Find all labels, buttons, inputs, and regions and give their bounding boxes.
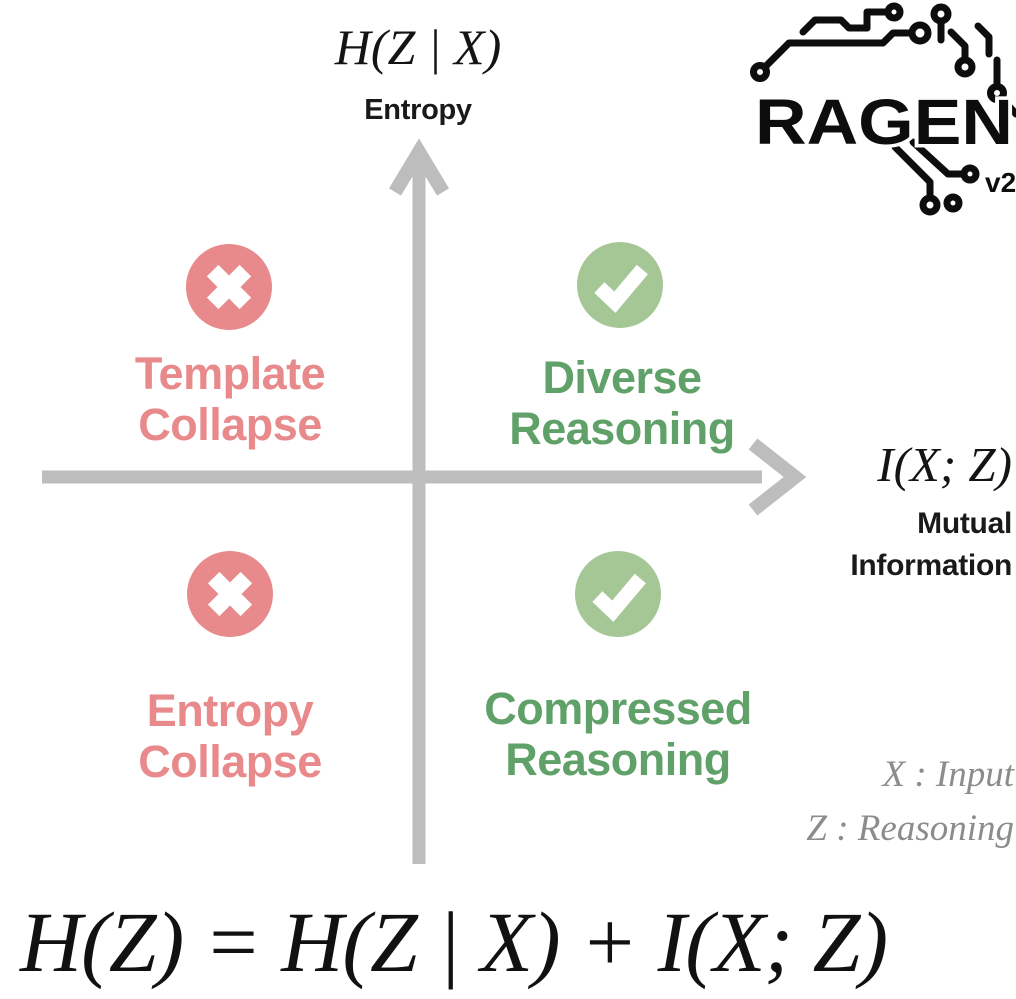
check-circle-icon: [577, 242, 663, 328]
ragen-wordmark: RAGEN: [755, 86, 1013, 158]
legend-x-input: X : Input: [882, 754, 1014, 795]
x-axis-name-line2: Information: [850, 549, 1012, 582]
x-axis-math-label: I(X; Z): [877, 437, 1012, 492]
x-axis-name-label: Mutual Information: [762, 503, 1012, 587]
quadrant-label-entropy-collapse: Entropy Collapse: [138, 685, 322, 787]
y-axis-math-label: H(Z | X): [334, 19, 502, 75]
check-circle-icon: [575, 551, 661, 637]
x-axis-arrowhead-icon: [748, 438, 807, 516]
x-axis-name-line1: Mutual: [917, 507, 1012, 540]
quadrant-label-template-collapse: Template Collapse: [134, 348, 326, 450]
quadrant-label-compressed-reasoning: Compressed Reasoning: [484, 683, 752, 785]
y-axis-arrowhead-icon: [388, 138, 450, 196]
entropy-decomposition-formula: H(Z) = H(Z | X) + I(X; Z): [20, 894, 888, 990]
x-circle-icon: [187, 551, 273, 637]
y-axis-name-label: Entropy: [364, 94, 472, 126]
circuit-brain-icon: [750, 2, 1016, 216]
logo-version-label: v2: [985, 167, 1016, 198]
x-circle-icon: [186, 244, 272, 330]
variable-legend: X : Input Z : Reasoning: [694, 748, 1014, 856]
ragen-logo: RAGEN v2: [750, 2, 1016, 216]
quadrant-label-diverse-reasoning: Diverse Reasoning: [509, 352, 735, 454]
legend-z-reasoning: Z : Reasoning: [806, 808, 1014, 849]
